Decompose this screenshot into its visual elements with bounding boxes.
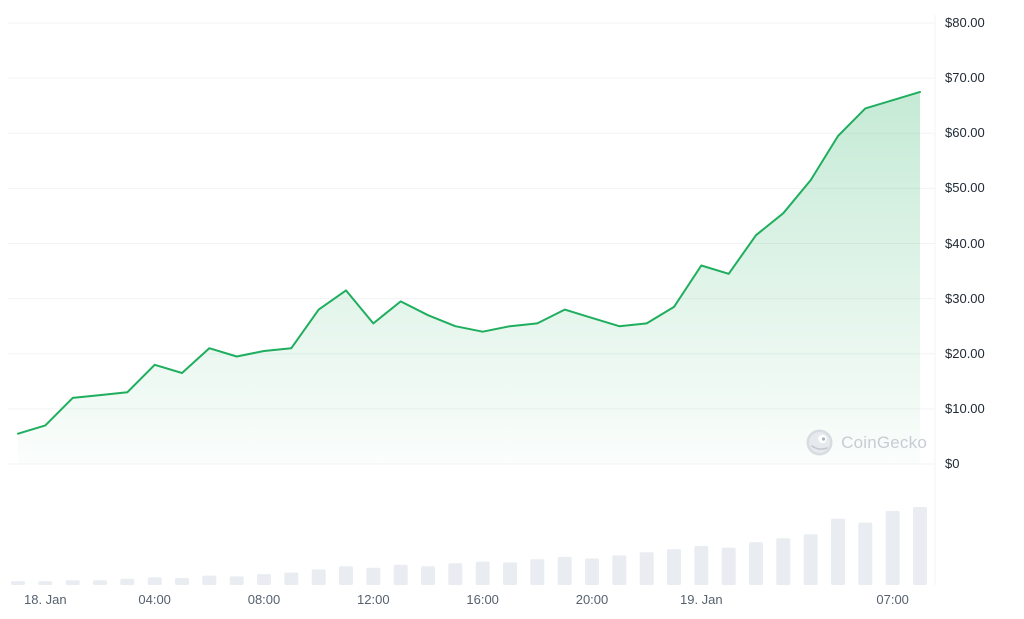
- volume-bar: [284, 572, 299, 585]
- volume-bar: [612, 555, 627, 585]
- y-axis-label: $50.00: [945, 180, 985, 196]
- volume-bar: [885, 510, 900, 585]
- volume-bar: [366, 567, 381, 585]
- volume-bar: [803, 534, 818, 585]
- price-area: [18, 91, 920, 465]
- x-axis-label: 18. Jan: [24, 592, 67, 607]
- volume-bar: [557, 556, 572, 585]
- volume-bar: [147, 577, 162, 585]
- volume-bar: [11, 581, 25, 585]
- volume-bar: [257, 574, 271, 585]
- x-axis-label: 12:00: [357, 592, 390, 607]
- volume-bar: [93, 580, 107, 585]
- volume-bar: [202, 575, 217, 585]
- x-axis-label: 20:00: [575, 592, 609, 607]
- volume-bar: [393, 564, 408, 585]
- volume-bar: [667, 549, 681, 585]
- volume-bar: [421, 566, 435, 585]
- volume-bar: [639, 552, 654, 585]
- watermark-label: CoinGecko: [841, 432, 927, 452]
- y-axis-label: $60.00: [945, 125, 985, 141]
- volume-bar: [229, 576, 244, 585]
- volume-bar: [311, 569, 326, 585]
- coingecko-watermark: CoinGecko: [806, 429, 927, 456]
- volume-bar: [721, 547, 736, 585]
- volume-bar: [831, 518, 845, 585]
- coingecko-logo-icon: [806, 429, 833, 456]
- volume-bar: [65, 580, 80, 585]
- price-line: [17, 90, 921, 435]
- x-axis-label: 19. Jan: [680, 592, 723, 607]
- x-axis-label: 04:00: [138, 592, 171, 607]
- volume-bar: [175, 578, 189, 585]
- volume-bar: [503, 562, 517, 585]
- x-axis-label: 16:00: [466, 592, 499, 607]
- y-axis-label: $40.00: [945, 235, 985, 251]
- y-axis-label: $80.00: [945, 15, 985, 30]
- y-axis-label: $0: [945, 456, 960, 471]
- y-axis-label: $30.00: [945, 290, 985, 306]
- x-axis-label: 07:00: [876, 592, 909, 607]
- y-axis-label: $70.00: [945, 70, 985, 86]
- y-axis-label: $10.00: [945, 400, 985, 416]
- volume-bar: [339, 566, 353, 585]
- volume-bar: [694, 546, 709, 585]
- volume-bar: [448, 563, 463, 585]
- volume-bar: [858, 522, 873, 585]
- volume-bar: [38, 581, 53, 585]
- y-axis-label: $20.00: [945, 345, 985, 361]
- x-axis-label: 08:00: [247, 592, 281, 607]
- volume-bar: [913, 507, 927, 585]
- volume-bar: [120, 578, 135, 585]
- volume-bar: [475, 561, 490, 585]
- volume-bar: [776, 538, 791, 585]
- volume-bar: [749, 542, 763, 585]
- volume-bar: [530, 559, 545, 585]
- volume-bar: [585, 558, 599, 585]
